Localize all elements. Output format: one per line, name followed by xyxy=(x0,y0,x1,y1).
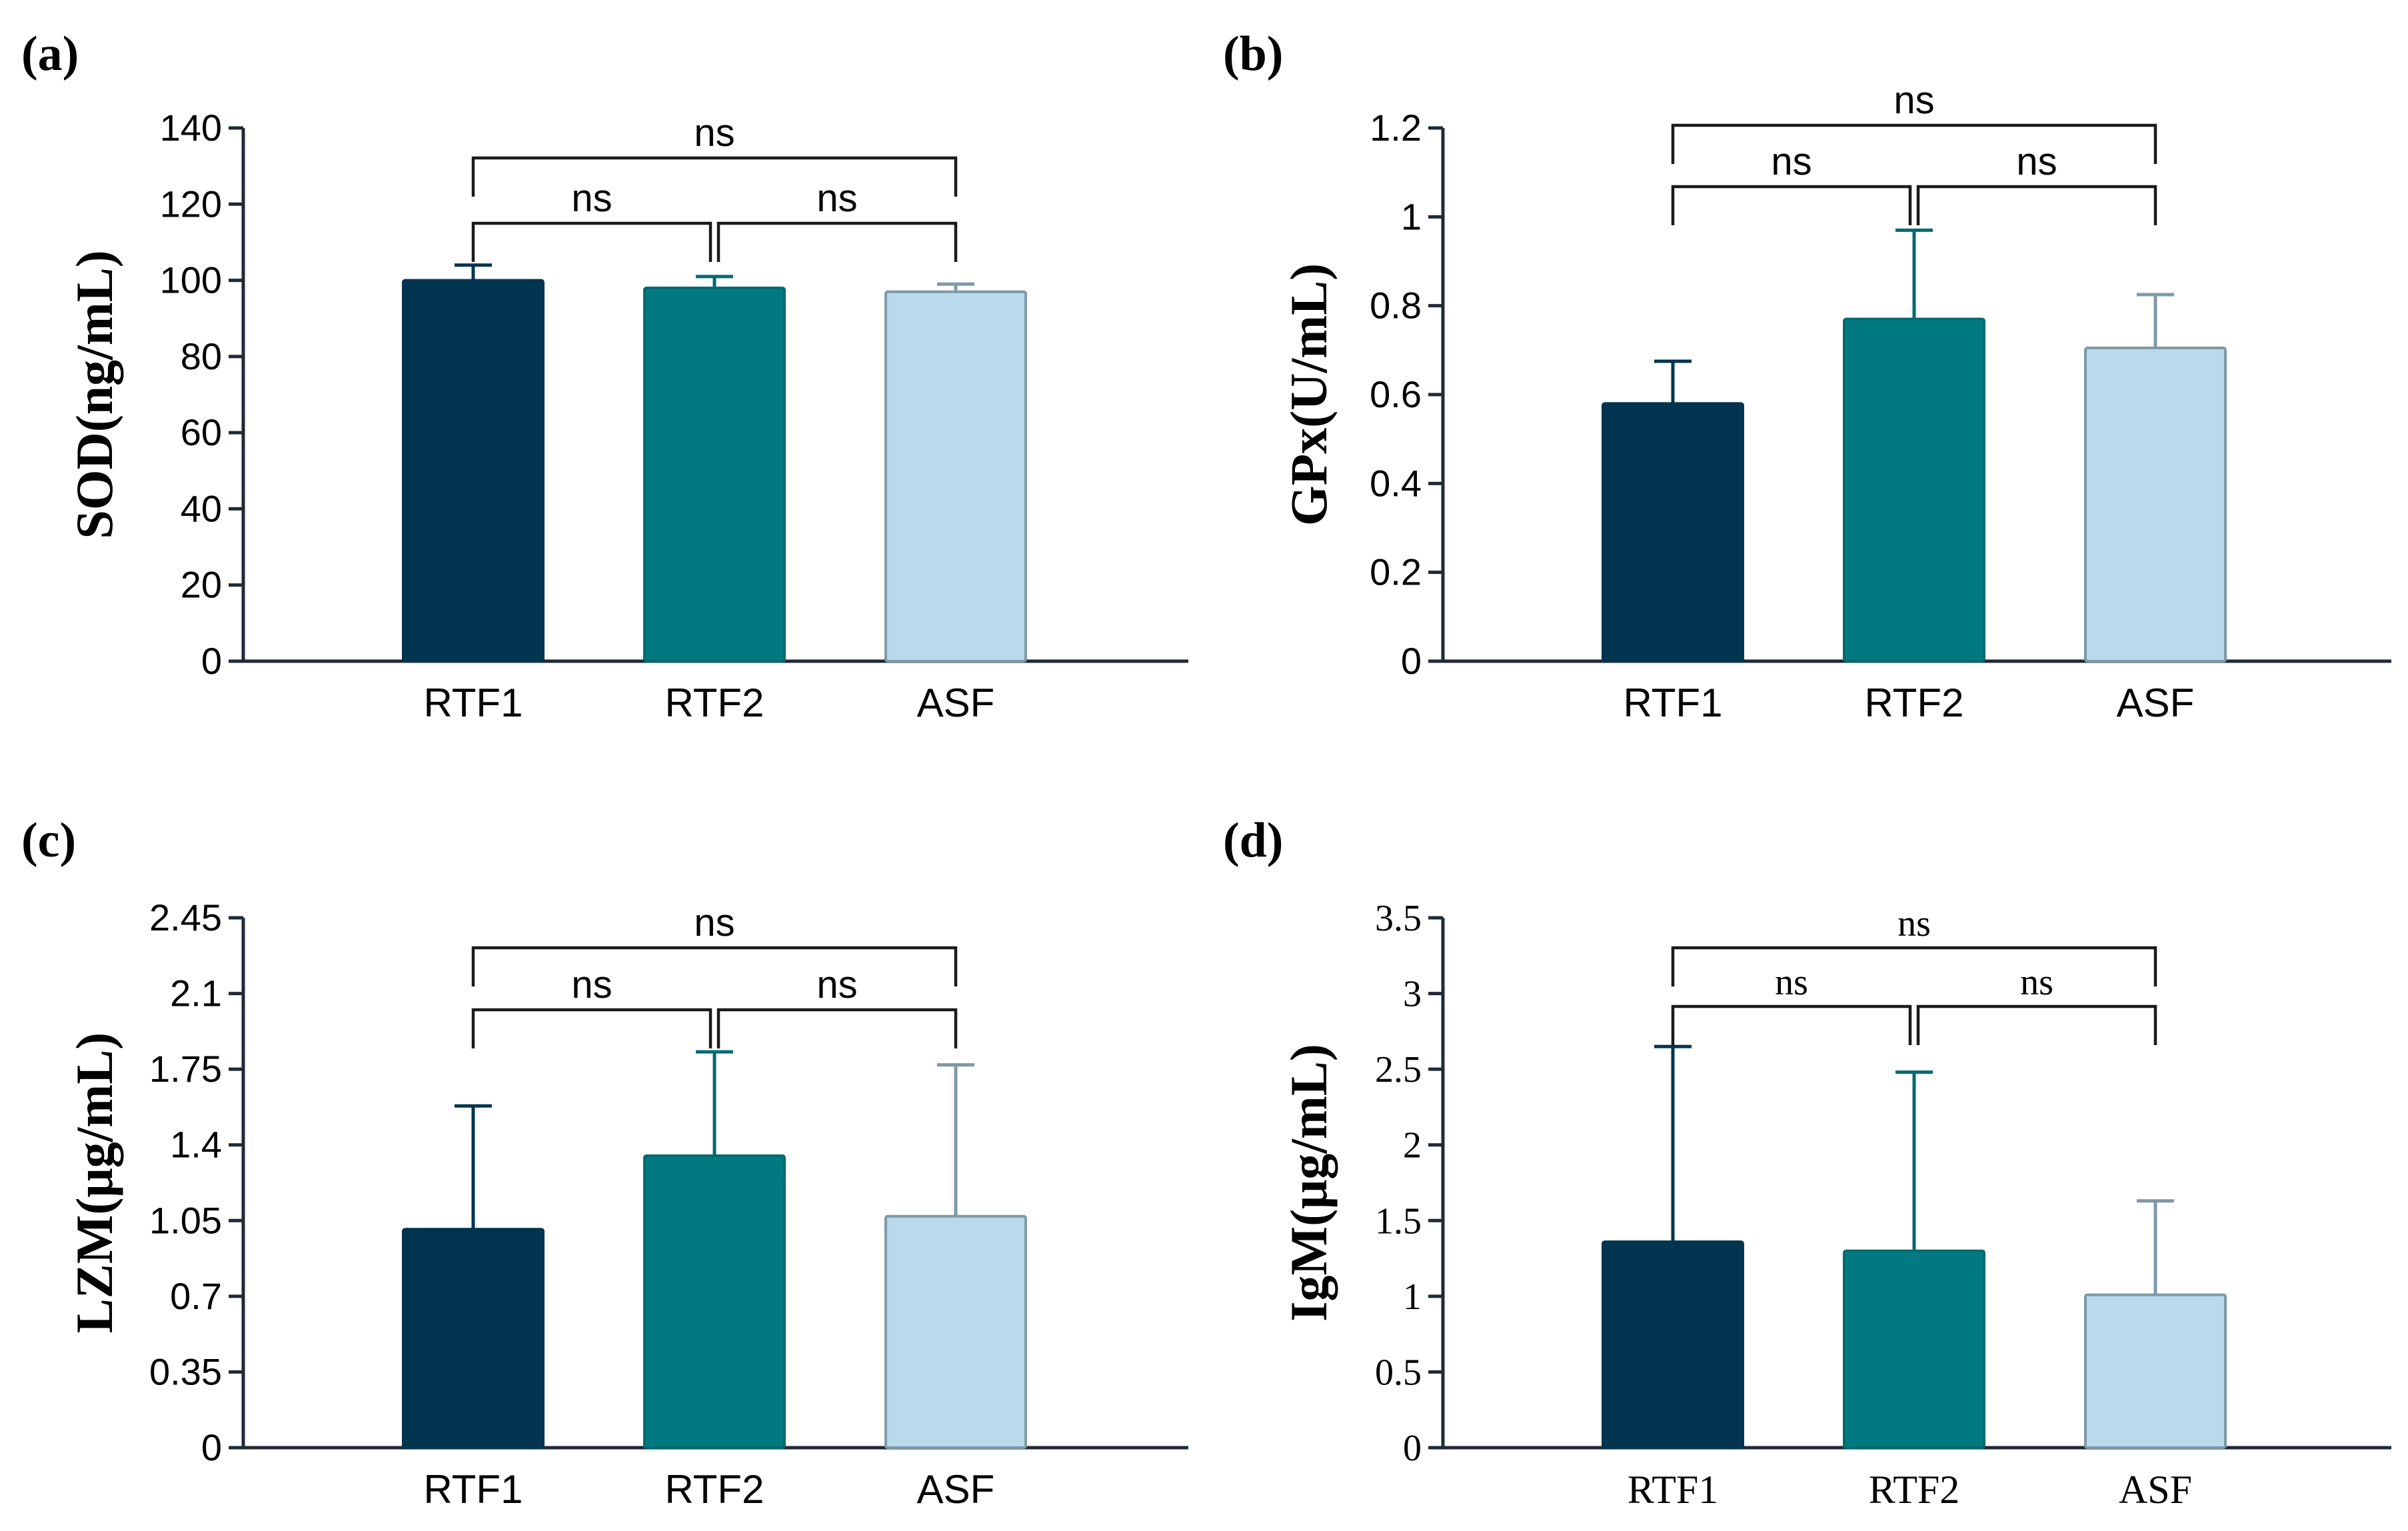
panel-c-y-axis-label: LZM(μg/mL) xyxy=(65,1032,123,1334)
panel-b-letter: (b) xyxy=(1223,27,1283,81)
panel-b-category-label: ASF xyxy=(2117,681,2195,725)
panel-d-y-axis-label: IgM(μg/mL) xyxy=(1280,1044,1338,1322)
panel-c: (c) LZM(μg/mL) 0 0.35 0.7 1.05 1.4 1.75 2.1 2.45 R… xyxy=(21,813,1188,1512)
panel-a-y-tick-label: 140 xyxy=(160,107,222,149)
panel-a-y-tick-label: 120 xyxy=(160,183,222,225)
panel-b-y-tick-label: 1 xyxy=(1401,195,1422,237)
panel-a-y-tick-label: 20 xyxy=(181,564,222,606)
panel-c-bar-rtf1 xyxy=(402,1228,545,1449)
panel-c-significance-bracket xyxy=(471,946,958,986)
panel-b-y-tick-label: 0.8 xyxy=(1370,285,1422,327)
panel-d-y-tick-label: 1 xyxy=(1403,1276,1422,1318)
panel-b-y-axis-label: GPx(U/mL) xyxy=(1280,263,1338,526)
panel-d-category-label: ASF xyxy=(2119,1468,2192,1512)
panel-d-significance-bracket xyxy=(1671,1004,1912,1045)
panel-b-bar-asf xyxy=(2084,347,2227,663)
panel-a-significance-label: ns xyxy=(571,177,612,220)
panel-c-significance-bracket xyxy=(716,1008,958,1048)
panel-a-y-tick-label: 80 xyxy=(181,335,222,377)
panel-c-category-label: ASF xyxy=(917,1467,995,1512)
panel-a-category-label: RTF1 xyxy=(424,681,523,725)
panel-d-y-tick-label: 0 xyxy=(1403,1428,1422,1469)
panel-b-y-tick-label: 1.2 xyxy=(1370,107,1422,149)
panel-d-significance-label: ns xyxy=(1897,903,1931,944)
panel-b-significance-label: ns xyxy=(1893,79,1934,122)
panel-a-significance-label: ns xyxy=(694,111,734,155)
panel-c-y-tick-label: 1.4 xyxy=(170,1124,222,1166)
panel-c-bar-asf xyxy=(884,1214,1027,1449)
panel-d-significance-bracket xyxy=(1916,1004,2157,1045)
panel-d-significance-bracket xyxy=(1671,946,2157,986)
panel-a-significance-bracket xyxy=(471,156,958,197)
panel-a-y-axis-label: SOD(ng/mL) xyxy=(65,250,123,539)
panel-a-significance-label: ns xyxy=(816,177,857,220)
panel-b-significance-label: ns xyxy=(2016,140,2057,183)
panel-a: (a) SOD(ng/mL) 0 20 40 60 80 100 120 140 RTF1 RTF2 A… xyxy=(21,27,1188,725)
panel-b-y-tick-label: 0.4 xyxy=(1370,462,1422,504)
panel-d-y-tick-label: 0.5 xyxy=(1375,1352,1422,1393)
panel-b-significance-label: ns xyxy=(1771,140,1811,183)
panel-c-y-tick-label: 0 xyxy=(201,1426,222,1468)
panel-b-y-tick-label: 0.6 xyxy=(1370,373,1422,415)
panel-a-y-tick-label: 100 xyxy=(160,259,222,301)
panel-b: (b) GPx(U/mL) 0 0.2 0.4 0.6 0.8 1 1.2 RTF1 RTF2 ASF… xyxy=(1223,27,2391,725)
panel-d-significance-label: ns xyxy=(2020,962,2053,1003)
panel-d: (d) IgM(μg/mL) 0 0.5 1 1.5 2 2.5 3 3.5 RTF1 RTF2 ASF… xyxy=(1223,813,2391,1512)
panel-a-y-tick-label: 40 xyxy=(181,487,222,529)
panel-a-bar-rtf1 xyxy=(402,279,545,663)
panel-c-significance-label: ns xyxy=(816,963,857,1006)
panel-b-bar-rtf1 xyxy=(1602,402,1744,663)
panel-c-bar-rtf2 xyxy=(643,1154,786,1449)
panel-a-category-label: ASF xyxy=(917,681,995,725)
panel-b-category-label: RTF1 xyxy=(1624,681,1723,725)
panel-a-y-tick-label: 60 xyxy=(181,411,222,453)
panel-c-y-tick-label: 1.75 xyxy=(149,1048,222,1090)
panel-d-bar-rtf1 xyxy=(1602,1240,1744,1449)
panel-a-y-tick-label: 0 xyxy=(201,640,222,682)
panel-d-y-tick-label: 3.5 xyxy=(1375,898,1422,939)
panel-a-letter: (a) xyxy=(21,27,79,81)
panel-a-significance-bracket xyxy=(716,221,958,262)
panel-d-bar-rtf2 xyxy=(1843,1249,1985,1449)
panel-d-letter: (d) xyxy=(1223,813,1283,868)
panel-d-y-tick-label: 3 xyxy=(1403,974,1422,1015)
panel-d-category-label: RTF2 xyxy=(1869,1468,1959,1512)
panel-b-significance-bracket xyxy=(1671,123,2157,164)
panel-a-significance-bracket xyxy=(471,221,712,262)
panel-d-significance-label: ns xyxy=(1775,962,1808,1003)
panel-c-y-tick-label: 1.05 xyxy=(149,1199,222,1241)
panel-b-category-label: RTF2 xyxy=(1865,681,1964,725)
panel-a-category-label: RTF2 xyxy=(665,681,764,725)
panel-c-y-tick-label: 0.35 xyxy=(149,1350,222,1392)
panel-c-significance-label: ns xyxy=(571,963,612,1006)
panel-b-y-tick-label: 0.2 xyxy=(1370,551,1422,593)
panel-d-y-tick-label: 1.5 xyxy=(1375,1200,1422,1242)
panel-d-y-tick-label: 2 xyxy=(1403,1125,1422,1166)
panel-c-y-tick-label: 2.1 xyxy=(170,972,222,1014)
panel-a-bar-rtf2 xyxy=(643,287,786,663)
panel-c-category-label: RTF1 xyxy=(424,1467,523,1512)
panel-c-y-tick-label: 2.45 xyxy=(149,896,222,938)
panel-d-category-label: RTF1 xyxy=(1628,1468,1718,1512)
panel-d-y-tick-label: 2.5 xyxy=(1375,1049,1422,1090)
panel-c-category-label: RTF2 xyxy=(665,1467,764,1512)
panel-b-significance-bracket xyxy=(1671,185,1912,225)
panel-c-significance-bracket xyxy=(471,1008,712,1048)
panel-c-y-tick-label: 0.7 xyxy=(170,1275,222,1317)
panel-d-bar-asf xyxy=(2084,1293,2227,1449)
panel-c-letter: (c) xyxy=(21,813,76,868)
panel-b-significance-bracket xyxy=(1916,185,2157,225)
panel-b-y-tick-label: 0 xyxy=(1401,640,1422,682)
panel-b-bar-rtf2 xyxy=(1843,317,1985,663)
panel-c-significance-label: ns xyxy=(694,901,734,944)
panel-a-bar-asf xyxy=(884,290,1027,663)
